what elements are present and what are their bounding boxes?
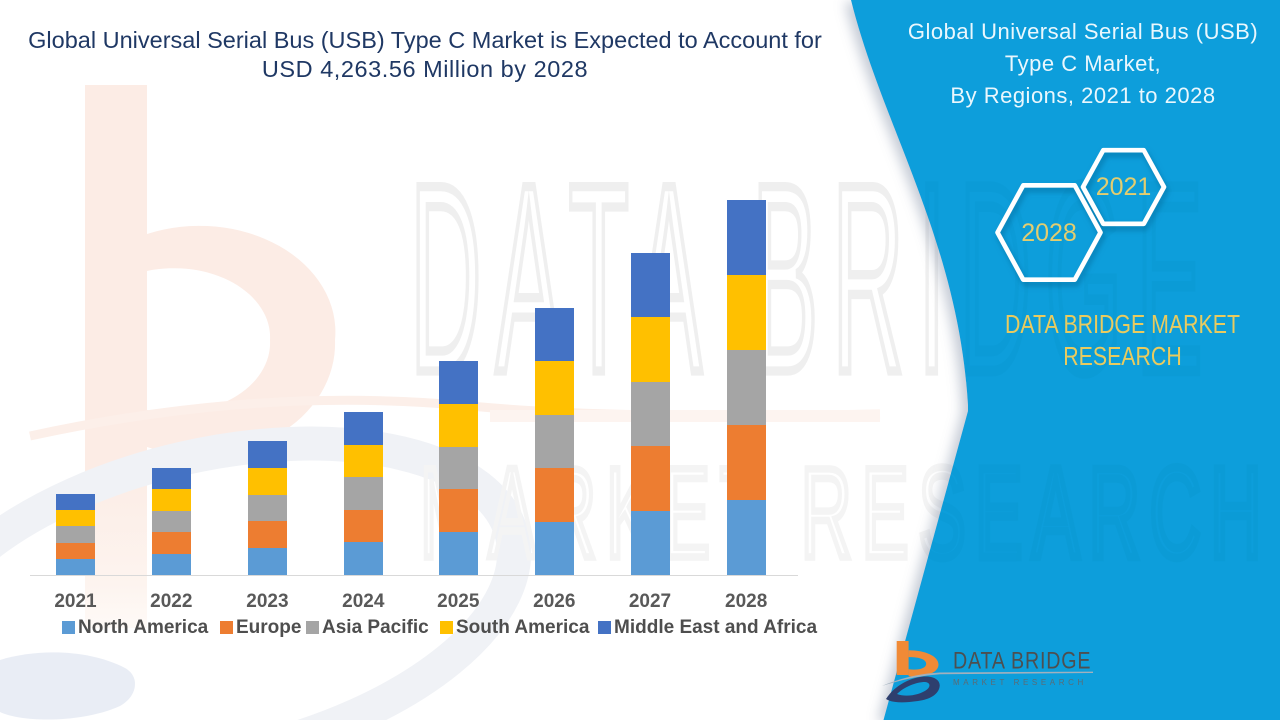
svg-text:MARKET RESEARCH: MARKET RESEARCH (420, 441, 1271, 585)
svg-text:MARKET RESEARCH: MARKET RESEARCH (953, 678, 1087, 687)
svg-text:DATA BRIDGE: DATA BRIDGE (953, 647, 1091, 674)
svg-text:2021: 2021 (1096, 173, 1152, 201)
svg-text:2028: 2028 (1021, 219, 1077, 247)
